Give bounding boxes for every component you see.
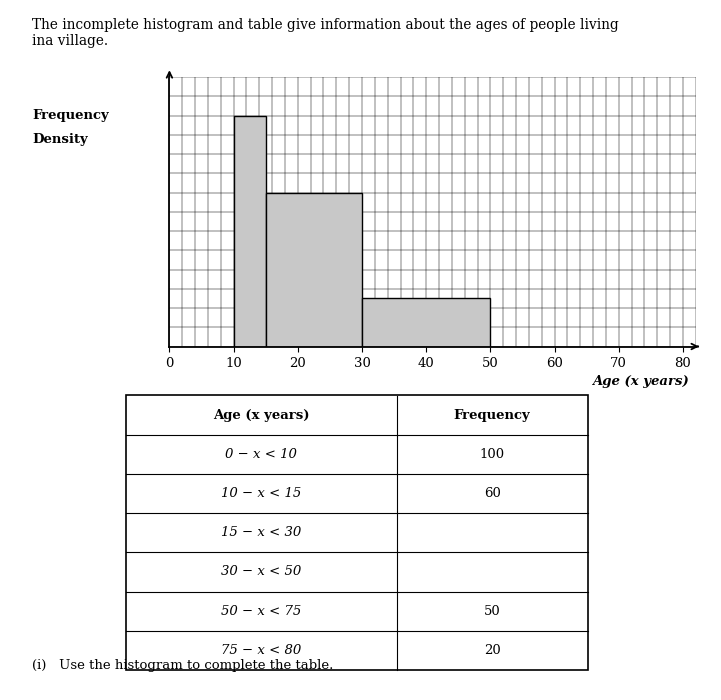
- Text: 75 − x < 80: 75 − x < 80: [221, 644, 301, 657]
- Text: 30 − x < 50: 30 − x < 50: [221, 566, 301, 578]
- Text: Frequency: Frequency: [454, 409, 531, 421]
- Text: The incomplete histogram and table give information about the ages of people liv: The incomplete histogram and table give …: [32, 18, 619, 48]
- Text: 100: 100: [479, 448, 505, 461]
- Text: 15 − x < 30: 15 − x < 30: [221, 526, 301, 539]
- Bar: [266, 193, 362, 346]
- Text: Frequency: Frequency: [32, 109, 109, 122]
- Text: Age (x years): Age (x years): [592, 374, 689, 388]
- Bar: [234, 116, 266, 346]
- Text: Age (x years): Age (x years): [213, 409, 309, 421]
- Text: (i)   Use the histogram to complete the table.: (i) Use the histogram to complete the ta…: [32, 659, 334, 672]
- Text: 20: 20: [484, 644, 500, 657]
- Text: Density: Density: [32, 134, 88, 146]
- Text: 60: 60: [484, 487, 500, 500]
- Text: 50: 50: [484, 605, 500, 617]
- Bar: [362, 298, 490, 346]
- Text: 0 − x < 10: 0 − x < 10: [226, 448, 297, 461]
- Text: 50 − x < 75: 50 − x < 75: [221, 605, 301, 617]
- Text: 10 − x < 15: 10 − x < 15: [221, 487, 301, 500]
